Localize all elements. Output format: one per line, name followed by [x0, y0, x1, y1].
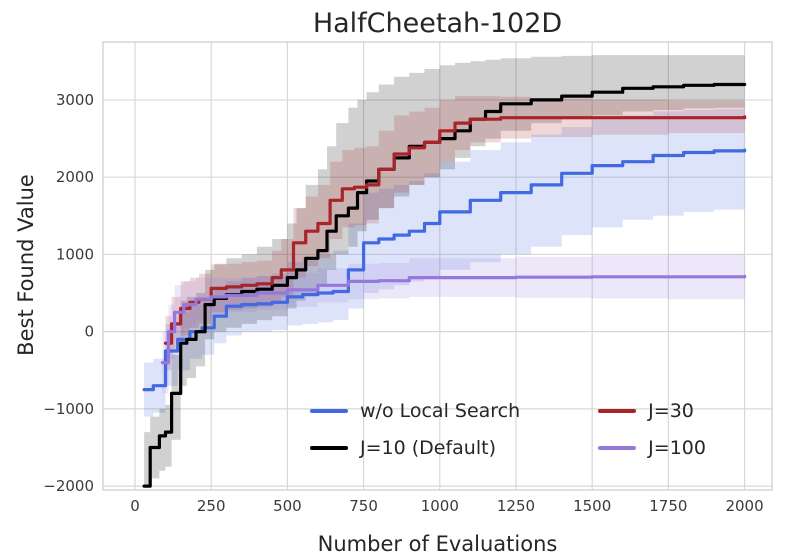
legend-line-swatch [310, 409, 348, 413]
legend-item-wo-local-search: w/o Local Search [310, 400, 520, 422]
legend-label: J=100 [648, 437, 706, 459]
svg-text:1750: 1750 [649, 497, 687, 515]
legend-label: w/o Local Search [360, 400, 521, 422]
chart-title: HalfCheetah-102D [312, 8, 563, 39]
legend: w/o Local Search J=30 J=10 (Default) J=1… [310, 400, 706, 459]
svg-text:750: 750 [349, 497, 378, 515]
svg-text:2000: 2000 [56, 168, 94, 186]
legend-item-j30: J=30 [598, 400, 706, 422]
svg-text:3000: 3000 [56, 91, 94, 109]
svg-text:2000: 2000 [725, 497, 763, 515]
svg-text:−1000: −1000 [43, 400, 94, 418]
svg-text:0: 0 [130, 497, 140, 515]
svg-text:1250: 1250 [497, 497, 535, 515]
svg-text:1000: 1000 [421, 497, 459, 515]
svg-text:1000: 1000 [56, 245, 94, 263]
legend-item-j10-default: J=10 (Default) [310, 437, 520, 459]
svg-text:−2000: −2000 [43, 477, 94, 495]
y-axis-label: Best Found Value [14, 174, 38, 356]
svg-text:0: 0 [84, 323, 94, 341]
legend-item-j100: J=100 [598, 437, 706, 459]
legend-label: J=10 (Default) [360, 437, 496, 459]
legend-line-swatch [598, 446, 637, 450]
legend-line-swatch [310, 446, 348, 450]
legend-line-swatch [598, 409, 637, 413]
svg-text:250: 250 [197, 497, 226, 515]
x-axis-label: Number of Evaluations [317, 532, 558, 556]
svg-text:1500: 1500 [573, 497, 611, 515]
legend-label: J=30 [648, 400, 694, 422]
svg-text:500: 500 [273, 497, 302, 515]
